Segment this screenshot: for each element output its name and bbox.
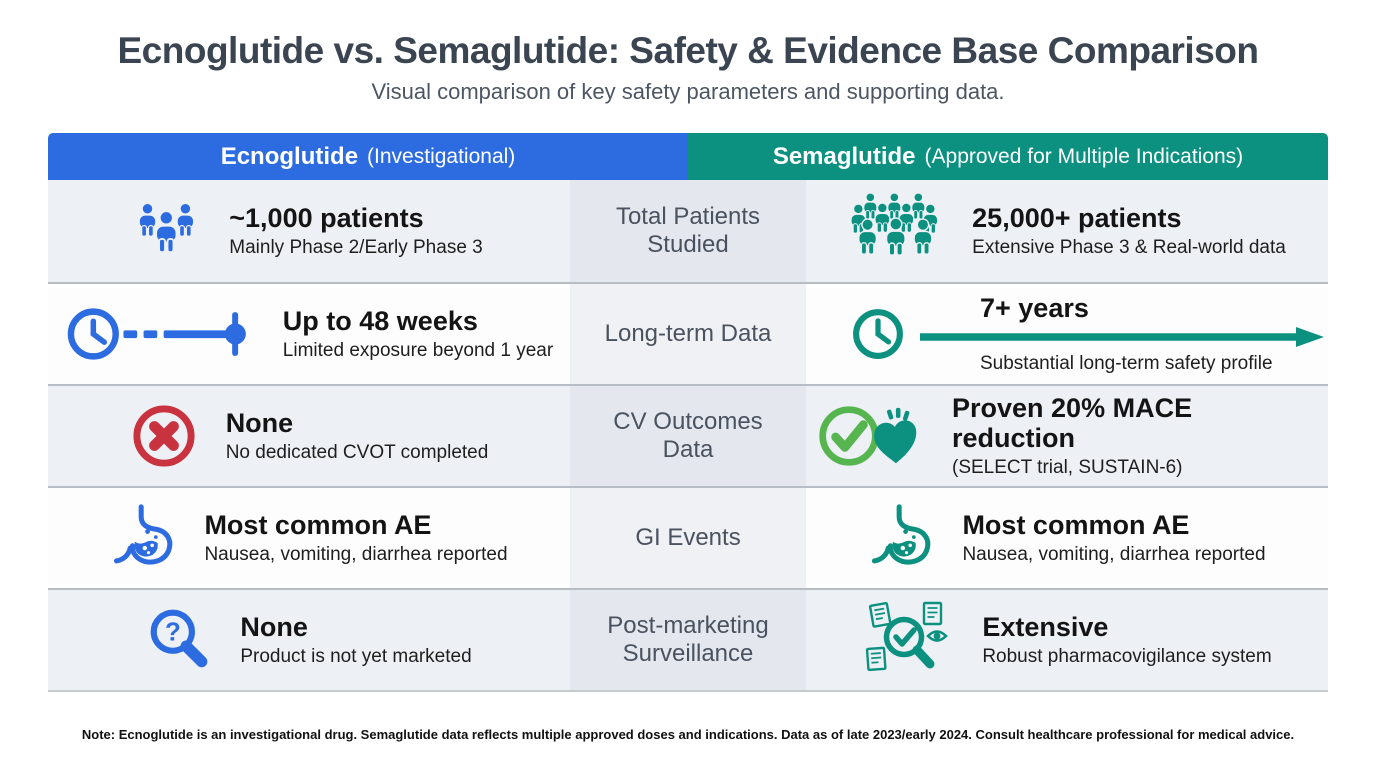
- semaglutide-detail: Substantial long-term safety profile: [980, 352, 1273, 374]
- semaglutide-value: 25,000+ patients: [972, 202, 1182, 233]
- table-row: ~1,000 patients Mainly Phase 2/Early Pha…: [48, 180, 1328, 282]
- timeline-arrow-icon: [920, 326, 1324, 347]
- semaglutide-cell: Proven 20% MACE reduction (SELECT trial,…: [806, 386, 1328, 486]
- table-row: Most common AE Nausea, vomiting, diarrhe…: [48, 486, 1328, 588]
- ecnoglutide-detail: Product is not yet marketed: [240, 646, 472, 668]
- parameter-label: GI Events: [570, 488, 806, 588]
- parameter-label: Total Patients Studied: [570, 180, 806, 282]
- table-row: None No dedicated CVOT completed CV Outc…: [48, 384, 1328, 486]
- ecnoglutide-value: None: [240, 611, 308, 642]
- footer-note: Note: Ecnoglutide is an investigational …: [81, 727, 1295, 742]
- clock-limited-timeline-icon: [67, 308, 246, 360]
- semaglutide-qualifier: (Approved for Multiple Indications): [924, 144, 1244, 168]
- semaglutide-name: Semaglutide: [772, 142, 916, 170]
- crowd-icon: [850, 193, 939, 256]
- ecnoglutide-cell: ? None Product is not yet marketed: [48, 590, 570, 690]
- page-title: Ecnoglutide vs. Semaglutide: Safety & Ev…: [117, 30, 1260, 71]
- x-circle-icon: [133, 405, 195, 467]
- magnifier-check-docs-eye-icon: [866, 601, 949, 672]
- ecnoglutide-detail: No dedicated CVOT completed: [225, 442, 489, 464]
- semaglutide-header: Semaglutide (Approved for Multiple Indic…: [688, 133, 1328, 180]
- table-body: ~1,000 patients Mainly Phase 2/Early Pha…: [48, 180, 1328, 692]
- ecnoglutide-cell: Up to 48 weeks Limited exposure beyond 1…: [48, 284, 570, 384]
- stomach-icon: [872, 504, 931, 565]
- semaglutide-cell: 25,000+ patients Extensive Phase 3 & Rea…: [806, 180, 1328, 282]
- semaglutide-detail: Nausea, vomiting, diarrhea reported: [962, 544, 1266, 566]
- page-subtitle: Visual comparison of key safety paramete…: [371, 79, 1005, 104]
- ecnoglutide-value: None: [225, 407, 294, 438]
- semaglutide-detail: Extensive Phase 3 & Real-world data: [972, 237, 1286, 259]
- parameter-label: Post-marketing Surveillance: [570, 590, 806, 690]
- check-heart-icon-group: [816, 403, 924, 469]
- ecnoglutide-header: Ecnoglutide (Investigational): [48, 133, 688, 180]
- ecnoglutide-value: Most common AE: [204, 509, 432, 540]
- ecnoglutide-name: Ecnoglutide: [220, 142, 359, 170]
- clock-icon: [853, 309, 903, 359]
- semaglutide-cell: 7+ years Substantial long-term safety pr…: [806, 284, 1328, 384]
- semaglutide-detail: Robust pharmacovigilance system: [982, 646, 1272, 668]
- semaglutide-value: Extensive: [982, 611, 1109, 642]
- stomach-icon: [114, 504, 173, 565]
- ecnoglutide-cell: Most common AE Nausea, vomiting, diarrhe…: [48, 488, 570, 588]
- table-header: Ecnoglutide (Investigational) Semaglutid…: [48, 133, 1328, 180]
- semaglutide-cell: Most common AE Nausea, vomiting, diarrhe…: [806, 488, 1328, 588]
- svg-text:?: ?: [165, 619, 181, 647]
- semaglutide-value: Proven 20% MACE reduction: [952, 392, 1193, 454]
- semaglutide-detail: (SELECT trial, SUSTAIN-6): [952, 457, 1183, 479]
- semaglutide-value: Most common AE: [962, 509, 1190, 540]
- magnifier-question-icon: ?: [151, 609, 208, 668]
- ecnoglutide-cell: ~1,000 patients Mainly Phase 2/Early Pha…: [48, 180, 570, 282]
- ecnoglutide-value: Up to 48 weeks: [282, 305, 478, 336]
- ecnoglutide-detail: Limited exposure beyond 1 year: [282, 340, 554, 362]
- table-row: ? None Product is not yet marketed Post-…: [48, 588, 1328, 690]
- table-row: Up to 48 weeks Limited exposure beyond 1…: [48, 282, 1328, 384]
- ecnoglutide-detail: Nausea, vomiting, diarrhea reported: [204, 544, 508, 566]
- parameter-label: CV Outcomes Data: [570, 386, 806, 486]
- ecnoglutide-value: ~1,000 patients: [229, 202, 424, 233]
- ecnoglutide-detail: Mainly Phase 2/Early Phase 3: [229, 237, 483, 259]
- heart-icon: [874, 407, 917, 464]
- parameter-label: Long-term Data: [570, 284, 806, 384]
- ecnoglutide-cell: None No dedicated CVOT completed: [48, 386, 570, 486]
- ecnoglutide-qualifier: (Investigational): [367, 144, 516, 168]
- people-group-icon: [138, 202, 195, 254]
- comparison-table: Ecnoglutide (Investigational) Semaglutid…: [48, 133, 1328, 692]
- semaglutide-cell: Extensive Robust pharmacovigilance syste…: [806, 590, 1328, 690]
- semaglutide-value: 7+ years: [980, 293, 1089, 324]
